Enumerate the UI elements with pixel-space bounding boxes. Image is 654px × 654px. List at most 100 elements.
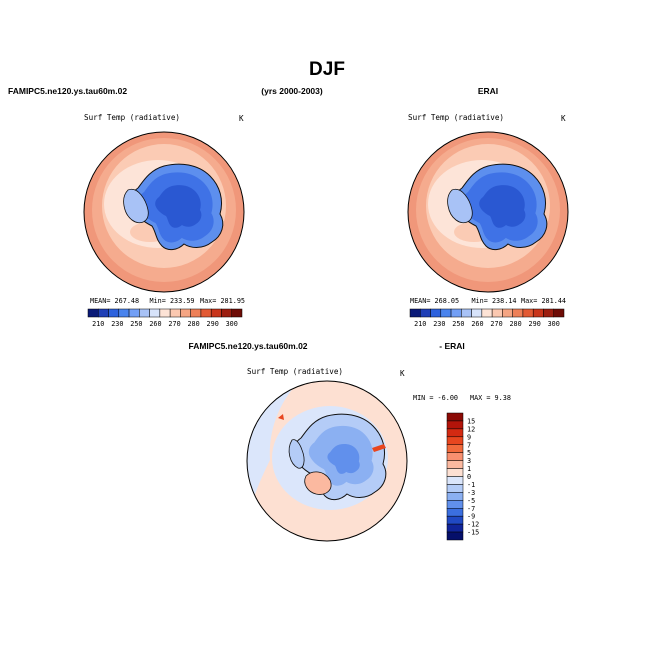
colorbar-tick-label: 230 [111, 320, 123, 328]
panel-difference-map [247, 381, 407, 541]
header-right: ERAI [478, 86, 498, 96]
panel-model-map-border [83, 131, 245, 293]
colorbar-tick-label: -3 [467, 489, 475, 497]
colorbar-tick-label: 270 [490, 320, 502, 328]
panel-reanalysis-min: Min= 238.14 [471, 297, 516, 305]
panel-reanalysis-mean: MEAN= 268.05 [410, 297, 459, 305]
panel-reanalysis-colorbar [409, 308, 565, 318]
colorbar-swatch [440, 308, 452, 318]
colorbar-swatch [543, 308, 554, 318]
colorbar-tick-label: 290 [529, 320, 541, 328]
header-left: FAMIPC5.ne120.ys.tau60m.02 [8, 86, 127, 96]
panel-reanalysis-units: K [561, 114, 566, 123]
panel-difference-units: K [400, 369, 405, 378]
panel-reanalysis-map [408, 132, 568, 292]
diff-header-right: - ERAI [439, 341, 465, 351]
colorbar-tick-label: -5 [467, 497, 475, 505]
colorbar-swatch [221, 308, 232, 318]
panel-model-colorbar [87, 308, 243, 318]
colorbar-swatch [446, 531, 464, 541]
colorbar-swatch [446, 444, 464, 453]
colorbar-tick-label: 9 [467, 433, 471, 441]
colorbar-swatch [446, 420, 464, 430]
colorbar-tick-label: -7 [467, 505, 475, 513]
colorbar-swatch [481, 308, 493, 318]
diff-header-left: FAMIPC5.ne120.ys.tau60m.02 [188, 341, 307, 351]
panel-difference-map-border [246, 380, 408, 542]
panel-difference-colorbar [446, 412, 464, 541]
panel-difference-max: MAX = 9.38 [470, 394, 511, 402]
colorbar-swatch [450, 308, 462, 318]
panel-model-units: K [239, 114, 244, 123]
colorbar-swatch [491, 308, 503, 318]
colorbar-swatch [446, 492, 464, 501]
colorbar-tick-label: 0 [467, 473, 471, 481]
colorbar-swatch [446, 484, 464, 493]
colorbar-tick-label: 7 [467, 441, 471, 449]
colorbar-tick-label: 260 [471, 320, 483, 328]
colorbar-tick-label: -15 [467, 529, 479, 537]
colorbar-swatch [231, 308, 243, 318]
colorbar-tick-label: -12 [467, 521, 479, 529]
colorbar-tick-label: 280 [187, 320, 199, 328]
panel-reanalysis-max: Max= 281.44 [521, 297, 566, 305]
colorbar-tick-label: 250 [130, 320, 142, 328]
colorbar-tick-label: 280 [509, 320, 521, 328]
colorbar-swatch [522, 308, 534, 318]
colorbar-tick-label: 270 [168, 320, 180, 328]
colorbar-tick-label: 250 [452, 320, 464, 328]
colorbar-swatch [446, 452, 464, 461]
panel-model-colorbar-ticks: 210 230 250 260 270 280 290 300 [92, 320, 238, 328]
colorbar-tick-label: 300 [226, 320, 238, 328]
colorbar-swatch [87, 308, 99, 318]
panel-reanalysis-subtitle: Surf Temp (radiative) [408, 113, 504, 122]
colorbar-swatch [190, 308, 202, 318]
colorbar-tick-label: 3 [467, 457, 471, 465]
colorbar-swatch [446, 428, 464, 438]
colorbar-swatch [532, 308, 544, 318]
panel-reanalysis: Surf Temp (radiative) K MEAN= 268.05 Min… [407, 113, 569, 328]
panel-model: Surf Temp (radiative) K MEAN= 267.48 Min… [83, 113, 245, 328]
colorbar-tick-label: 12 [467, 425, 475, 433]
panel-model-max: Max= 281.95 [200, 297, 245, 305]
colorbar-tick-label: 300 [548, 320, 560, 328]
panel-reanalysis-colorbar-ticks: 210 230 250 260 270 280 290 300 [414, 320, 560, 328]
colorbar-swatch [461, 308, 472, 318]
colorbar-swatch [180, 308, 191, 318]
colorbar-swatch [430, 308, 442, 318]
colorbar-swatch [446, 468, 464, 477]
panel-difference-subtitle: Surf Temp (radiative) [247, 367, 343, 376]
panel-model-map [84, 132, 244, 292]
colorbar-swatch [149, 308, 161, 318]
colorbar-swatch [446, 460, 464, 469]
colorbar-swatch [409, 308, 421, 318]
colorbar-swatch [169, 308, 181, 318]
panel-difference-min: MIN = -6.00 [413, 394, 458, 402]
colorbar-swatch [128, 308, 140, 318]
colorbar-swatch [139, 308, 150, 318]
colorbar-swatch [553, 308, 565, 318]
colorbar-tick-label: 290 [207, 320, 219, 328]
colorbar-swatch [446, 412, 464, 422]
colorbar-swatch [200, 308, 212, 318]
colorbar-swatch [512, 308, 524, 318]
colorbar-swatch [118, 308, 130, 318]
colorbar-swatch [446, 523, 464, 533]
panel-difference: Surf Temp (radiative) K MIN = -6.00 MAX … [246, 367, 511, 542]
colorbar-tick-label: 260 [149, 320, 161, 328]
panel-model-mean: MEAN= 267.48 [90, 297, 139, 305]
figure-title: DJF [309, 59, 345, 80]
colorbar-swatch [446, 436, 464, 445]
header-years: (yrs 2000-2003) [261, 86, 323, 96]
colorbar-tick-label: 230 [433, 320, 445, 328]
colorbar-tick-label: 15 [467, 417, 475, 425]
colorbar-tick-label: 210 [92, 320, 104, 328]
colorbar-swatch [446, 508, 464, 517]
panel-reanalysis-map-border [407, 131, 569, 293]
colorbar-tick-label: 5 [467, 449, 471, 457]
colorbar-swatch [98, 308, 109, 318]
colorbar-swatch [502, 308, 513, 318]
